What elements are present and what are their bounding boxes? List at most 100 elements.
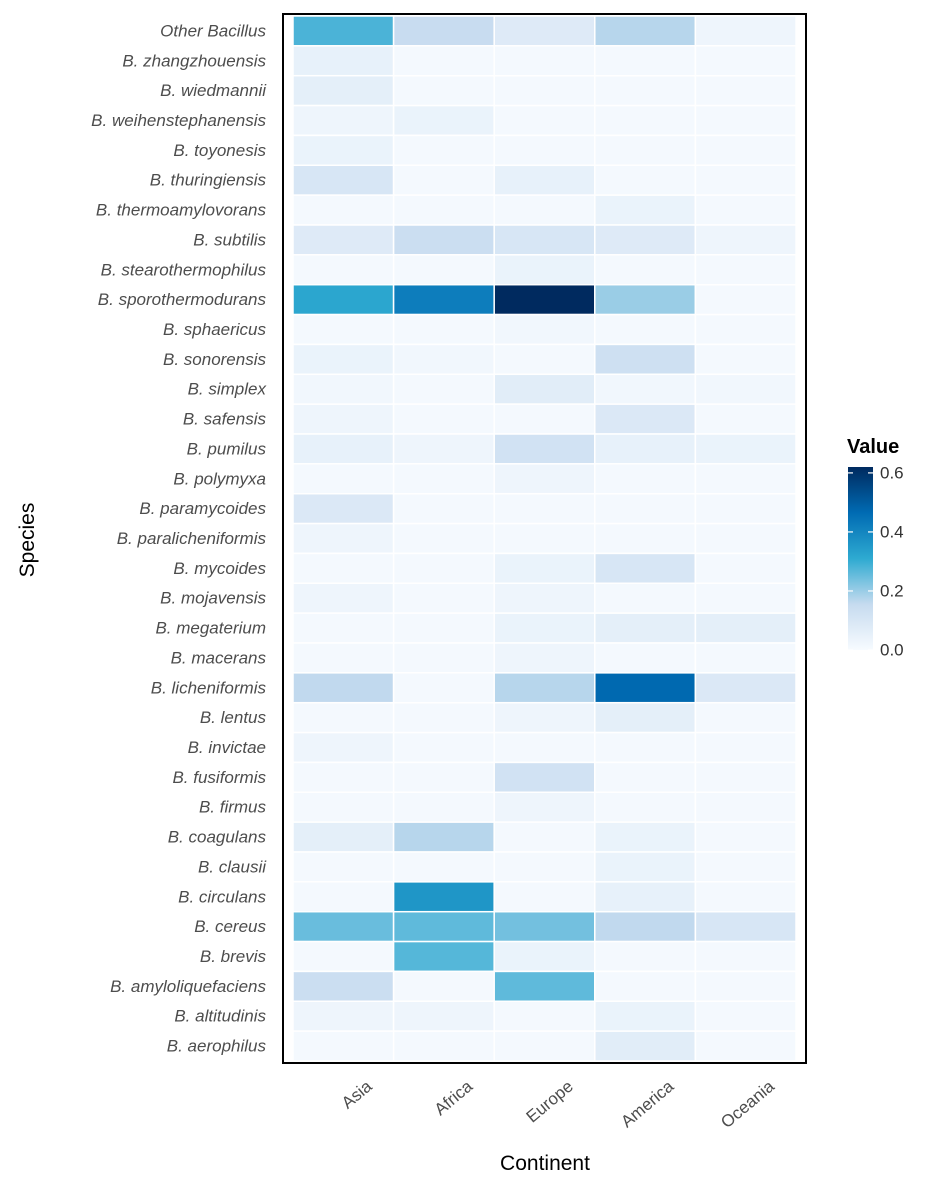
heatmap-cell bbox=[694, 642, 797, 674]
heatmap-cell bbox=[694, 104, 797, 137]
heatmap-cell bbox=[292, 433, 395, 465]
heatmap-cell bbox=[594, 74, 697, 107]
y-tick-label: B. simplex bbox=[188, 380, 267, 399]
heatmap-cell bbox=[694, 761, 797, 794]
heatmap-cell bbox=[493, 731, 596, 764]
heatmap-cell bbox=[694, 45, 797, 77]
y-tick-label: B. invictae bbox=[188, 738, 266, 757]
heatmap-cell bbox=[292, 492, 395, 525]
heatmap-cell bbox=[392, 701, 495, 734]
y-tick-label: B. macerans bbox=[171, 648, 267, 667]
heatmap-cell bbox=[694, 970, 797, 1003]
heatmap-cell bbox=[392, 910, 495, 943]
heatmap-cell bbox=[694, 522, 797, 555]
y-tick-label: B. polymyxa bbox=[173, 469, 266, 488]
heatmap-cell bbox=[694, 672, 797, 704]
heatmap-cell bbox=[694, 15, 797, 47]
heatmap-cell bbox=[694, 582, 797, 614]
y-tick-label: Other Bacillus bbox=[160, 21, 266, 40]
heatmap-cell bbox=[292, 612, 395, 644]
heatmap-cell bbox=[292, 910, 395, 943]
heatmap-cell bbox=[594, 731, 697, 764]
y-tick-label: B. pumilus bbox=[187, 439, 267, 458]
heatmap-cell bbox=[594, 672, 697, 704]
heatmap-cell bbox=[292, 164, 395, 196]
heatmap-cell bbox=[392, 343, 495, 376]
heatmap-cell bbox=[292, 194, 395, 226]
heatmap-cell bbox=[392, 104, 495, 137]
heatmap-cell bbox=[292, 522, 395, 555]
heatmap-cell bbox=[493, 104, 596, 137]
heatmap-cell bbox=[594, 224, 697, 256]
heatmap-cell bbox=[292, 254, 395, 286]
y-tick-label: B. subtilis bbox=[193, 230, 266, 249]
heatmap-cell bbox=[594, 15, 697, 47]
heatmap-cell bbox=[594, 612, 697, 644]
y-tick-label: B. paramycoides bbox=[139, 499, 266, 518]
heatmap-cell bbox=[493, 74, 596, 107]
y-tick-label: B. amyloliquefaciens bbox=[110, 977, 266, 996]
y-tick-label: B. firmus bbox=[199, 798, 267, 817]
heatmap-cell bbox=[493, 164, 596, 196]
heatmap-cell bbox=[392, 1030, 495, 1062]
heatmap-cell bbox=[594, 881, 697, 913]
heatmap-cell bbox=[594, 910, 697, 943]
heatmap-cell bbox=[493, 642, 596, 674]
heatmap-cell bbox=[594, 313, 697, 346]
y-tick-label: B. clausii bbox=[198, 857, 267, 876]
heatmap-cell bbox=[493, 492, 596, 525]
heatmap-cell bbox=[594, 45, 697, 77]
heatmap-cell bbox=[694, 612, 797, 644]
y-tick-label: B. altitudinis bbox=[174, 1007, 266, 1026]
heatmap-cell bbox=[292, 134, 395, 167]
legend-ticks: 0.6 0.4 0.2 0.0 bbox=[848, 463, 904, 660]
heatmap-cell bbox=[392, 522, 495, 555]
heatmap-cell bbox=[694, 821, 797, 853]
heatmap-cell bbox=[292, 970, 395, 1003]
heatmap-cell bbox=[392, 313, 495, 346]
x-tick-label: Africa bbox=[431, 1076, 477, 1119]
heatmap-cell bbox=[493, 701, 596, 734]
heatmap-cell bbox=[493, 45, 596, 77]
heatmap-cell bbox=[694, 283, 797, 316]
heatmap-cell bbox=[594, 701, 697, 734]
heatmap-cell bbox=[594, 164, 697, 196]
heatmap-cell bbox=[292, 672, 395, 704]
heatmap-cell bbox=[493, 910, 596, 943]
heatmap-cell bbox=[292, 552, 395, 585]
panel-border bbox=[282, 13, 807, 1064]
heatmap-cell bbox=[292, 1000, 395, 1032]
legend-tick-label: 0.6 bbox=[880, 463, 904, 482]
heatmap-cell bbox=[392, 552, 495, 585]
y-tick-label: B. weihenstephanensis bbox=[91, 111, 266, 130]
heatmap-cell bbox=[493, 791, 596, 823]
y-tick-label: B. mojavensis bbox=[160, 589, 266, 608]
heatmap-cell bbox=[493, 373, 596, 405]
heatmap-cell bbox=[594, 1000, 697, 1032]
heatmap-cell bbox=[392, 373, 495, 405]
y-tick-label: B. sonorensis bbox=[163, 350, 266, 369]
legend-colorbar bbox=[848, 467, 873, 650]
heatmap-cell bbox=[594, 343, 697, 376]
heatmap-cell bbox=[694, 940, 797, 973]
heatmap-cell bbox=[493, 761, 596, 794]
heatmap-cell bbox=[493, 224, 596, 256]
heatmap-cell bbox=[493, 672, 596, 704]
x-tick-label: Europe bbox=[523, 1077, 577, 1127]
heatmap-cell bbox=[392, 283, 495, 316]
heatmap-cell bbox=[694, 1030, 797, 1062]
heatmap-cell bbox=[493, 343, 596, 376]
heatmap-cell bbox=[292, 104, 395, 137]
heatmap-cell bbox=[292, 881, 395, 913]
heatmap-cell bbox=[392, 164, 495, 196]
heatmap-cell bbox=[392, 612, 495, 644]
heatmap-cell bbox=[594, 373, 697, 405]
heatmap-cell bbox=[392, 134, 495, 167]
heatmap-cell bbox=[392, 45, 495, 77]
heatmap-cell bbox=[594, 522, 697, 555]
heatmap-cell bbox=[493, 194, 596, 226]
heatmap-cell bbox=[594, 1030, 697, 1062]
heatmap-cell bbox=[392, 1000, 495, 1032]
heatmap-cell bbox=[594, 940, 697, 973]
